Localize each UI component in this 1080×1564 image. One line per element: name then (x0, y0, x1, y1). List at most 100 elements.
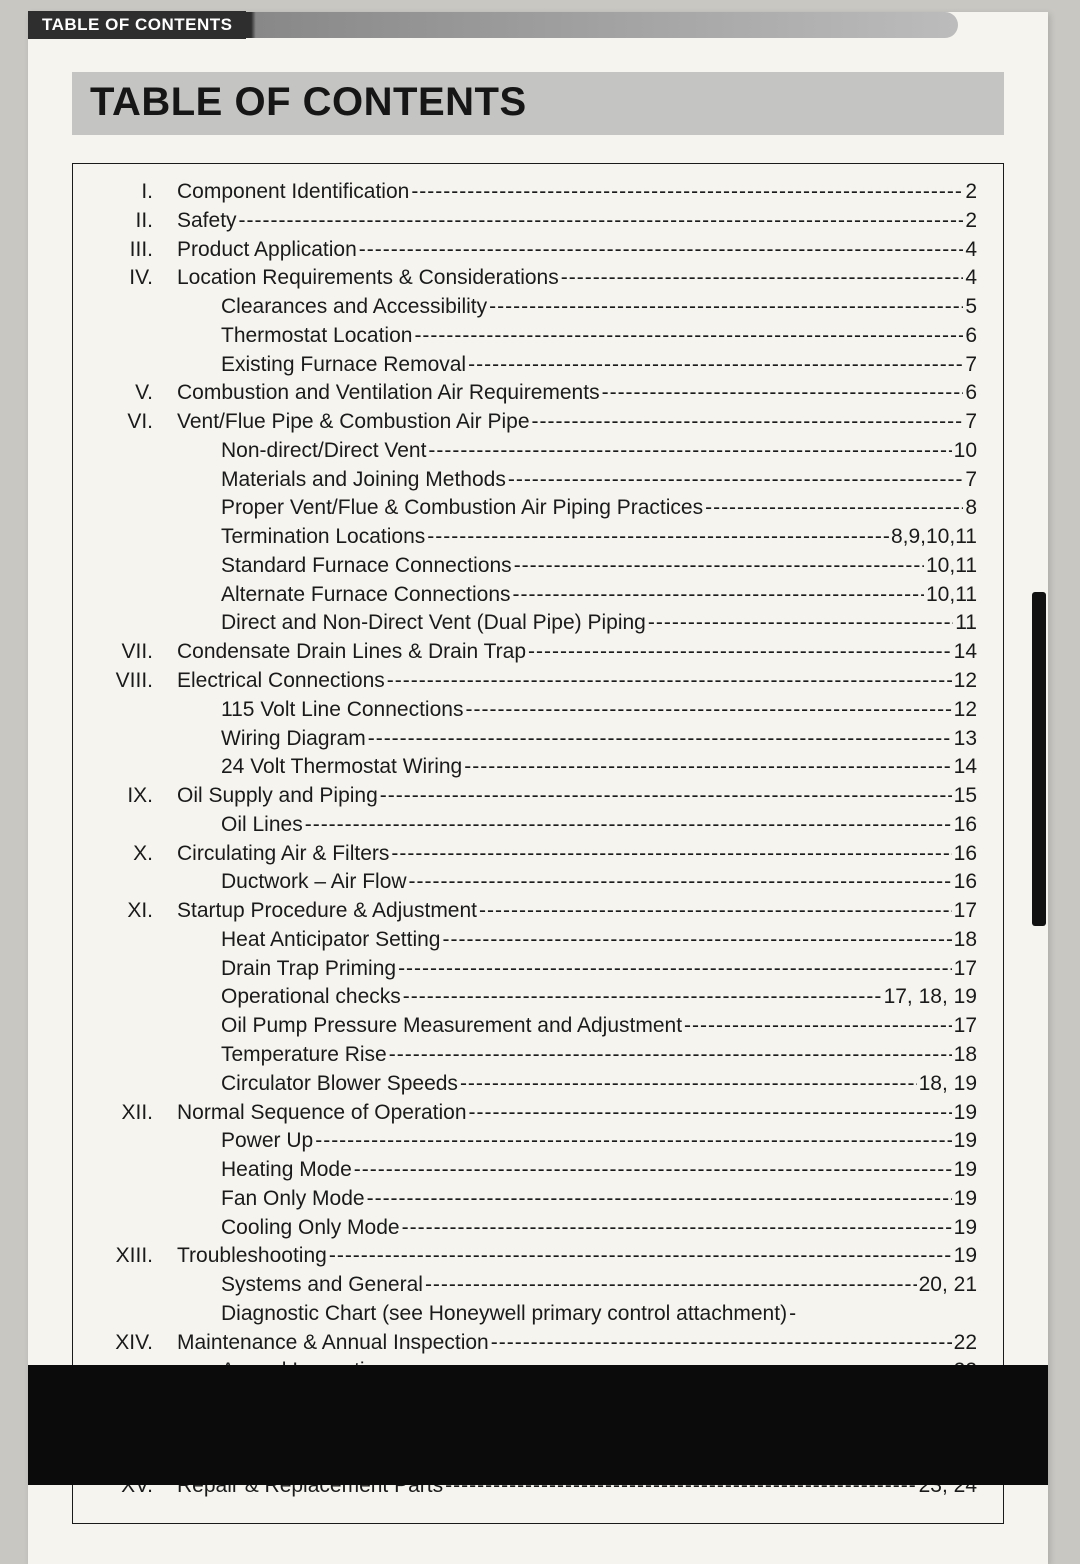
toc-label: Systems and General (177, 1271, 423, 1300)
toc-label: Standard Furnace Connections (177, 552, 512, 581)
toc-leader (327, 1242, 952, 1271)
toc-page: 17, 18, 19 (882, 983, 977, 1012)
toc-row: Temperature Rise 18 (99, 1041, 977, 1070)
toc-page: 19 (952, 1099, 977, 1128)
toc-row: Existing Furnace Removal7 (99, 351, 977, 380)
toc-leader (463, 696, 951, 725)
toc-page: 7 (963, 351, 977, 380)
toc-label: Startup Procedure & Adjustment (177, 897, 477, 926)
toc-leader (378, 782, 952, 811)
toc-page: 17 (952, 1012, 977, 1041)
toc-numeral: IX. (99, 782, 177, 811)
document-page: TABLE OF CONTENTS TABLE OF CONTENTS I.Co… (28, 12, 1048, 1564)
toc-page: 8 (963, 494, 977, 523)
toc-numeral: IV. (99, 264, 177, 293)
toc-row: Heat Anticipator Setting18 (99, 926, 977, 955)
toc-row: IX.Oil Supply and Piping15 (99, 782, 977, 811)
header-tab-label: TABLE OF CONTENTS (28, 11, 246, 39)
toc-numeral: XII. (99, 1099, 177, 1128)
toc-leader (462, 753, 951, 782)
toc-page: 2 (963, 178, 977, 207)
toc-leader (400, 1214, 952, 1243)
toc-label: Oil Lines (177, 811, 303, 840)
toc-label: Cooling Only Mode (177, 1214, 400, 1243)
toc-label: Electrical Connections (177, 667, 385, 696)
toc-row: Drain Trap Priming17 (99, 955, 977, 984)
toc-row: Direct and Non-Direct Vent (Dual Pipe) P… (99, 609, 977, 638)
toc-row: V.Combustion and Ventilation Air Require… (99, 379, 977, 408)
toc-leader (313, 1127, 951, 1156)
toc-row: VIII.Electrical Connections12 (99, 667, 977, 696)
toc-row: Termination Locations8,9,10,11 (99, 523, 977, 552)
toc-leader (387, 1041, 952, 1070)
toc-leader (389, 840, 951, 869)
toc-label: Safety (177, 207, 237, 236)
toc-label: Ductwork – Air Flow (177, 868, 407, 897)
toc-leader (466, 351, 963, 380)
toc-page: 19 (952, 1214, 977, 1243)
toc-leader (526, 638, 952, 667)
page-title: TABLE OF CONTENTS (90, 80, 986, 125)
toc-page: 10 (952, 437, 977, 466)
toc-leader (682, 1012, 952, 1041)
toc-leader (396, 955, 952, 984)
toc-row: Fan Only Mode19 (99, 1185, 977, 1214)
toc-page: 16 (952, 840, 977, 869)
toc-page: 7 (963, 466, 977, 495)
toc-label: Location Requirements & Considerations (177, 264, 559, 293)
header-bar: TABLE OF CONTENTS (28, 12, 958, 38)
toc-page: 17 (952, 897, 977, 926)
toc-numeral: VII. (99, 638, 177, 667)
toc-label: Temperature Rise (177, 1041, 387, 1070)
toc-numeral: VI. (99, 408, 177, 437)
toc-label: Oil Pump Pressure Measurement and Adjust… (177, 1012, 682, 1041)
toc-row: Ductwork – Air Flow16 (99, 868, 977, 897)
toc-row: XIV.Maintenance & Annual Inspection22 (99, 1329, 977, 1358)
toc-label: 24 Volt Thermostat Wiring (177, 753, 462, 782)
toc-leader (425, 523, 889, 552)
toc-label: Alternate Furnace Connections (177, 581, 511, 610)
toc-leader (489, 1329, 952, 1358)
toc-label: Product Application (177, 236, 357, 265)
toc-leader (303, 811, 952, 840)
toc-leader (506, 466, 963, 495)
toc-label: Diagnostic Chart (see Honeywell primary … (177, 1300, 787, 1329)
toc-label: Heat Anticipator Setting (177, 926, 440, 955)
toc-leader (467, 1099, 952, 1128)
toc-row: Power Up19 (99, 1127, 977, 1156)
toc-leader (366, 725, 952, 754)
toc-row: II.Safety2 (99, 207, 977, 236)
toc-label: Operational checks (177, 983, 401, 1012)
toc-leader (365, 1185, 952, 1214)
toc-numeral: X. (99, 840, 177, 869)
toc-page: 19 (952, 1242, 977, 1271)
toc-leader (512, 552, 924, 581)
toc-row: Clearances and Accessibility5 (99, 293, 977, 322)
toc-row: I.Component Identification2 (99, 178, 977, 207)
toc-leader (423, 1271, 917, 1300)
toc-numeral: XIV. (99, 1329, 177, 1358)
toc-row: Materials and Joining Methods7 (99, 466, 977, 495)
toc-row: Thermostat Location 6 (99, 322, 977, 351)
toc-row: Oil Pump Pressure Measurement and Adjust… (99, 1012, 977, 1041)
toc-label: Wiring Diagram (177, 725, 366, 754)
toc-label: Termination Locations (177, 523, 425, 552)
toc-page: 18 (952, 1041, 977, 1070)
toc-page: 10,11 (924, 552, 977, 581)
toc-leader (477, 897, 952, 926)
toc-label: Circulator Blower Speeds (177, 1070, 458, 1099)
toc-label: Thermostat Location (177, 322, 412, 351)
toc-page: 12 (952, 696, 977, 725)
scan-edge-bottom (28, 1365, 1048, 1485)
toc-row: Heating Mode19 (99, 1156, 977, 1185)
toc-row: 24 Volt Thermostat Wiring14 (99, 753, 977, 782)
toc-page: 5 (963, 293, 977, 322)
toc-leader (458, 1070, 917, 1099)
toc-page: 10,11 (924, 581, 977, 610)
toc-row: Non-direct/Direct Vent10 (99, 437, 977, 466)
toc-numeral: I. (99, 178, 177, 207)
toc-leader (357, 236, 964, 265)
toc-label: Maintenance & Annual Inspection (177, 1329, 489, 1358)
toc-numeral: XI. (99, 897, 177, 926)
toc-label: Oil Supply and Piping (177, 782, 378, 811)
